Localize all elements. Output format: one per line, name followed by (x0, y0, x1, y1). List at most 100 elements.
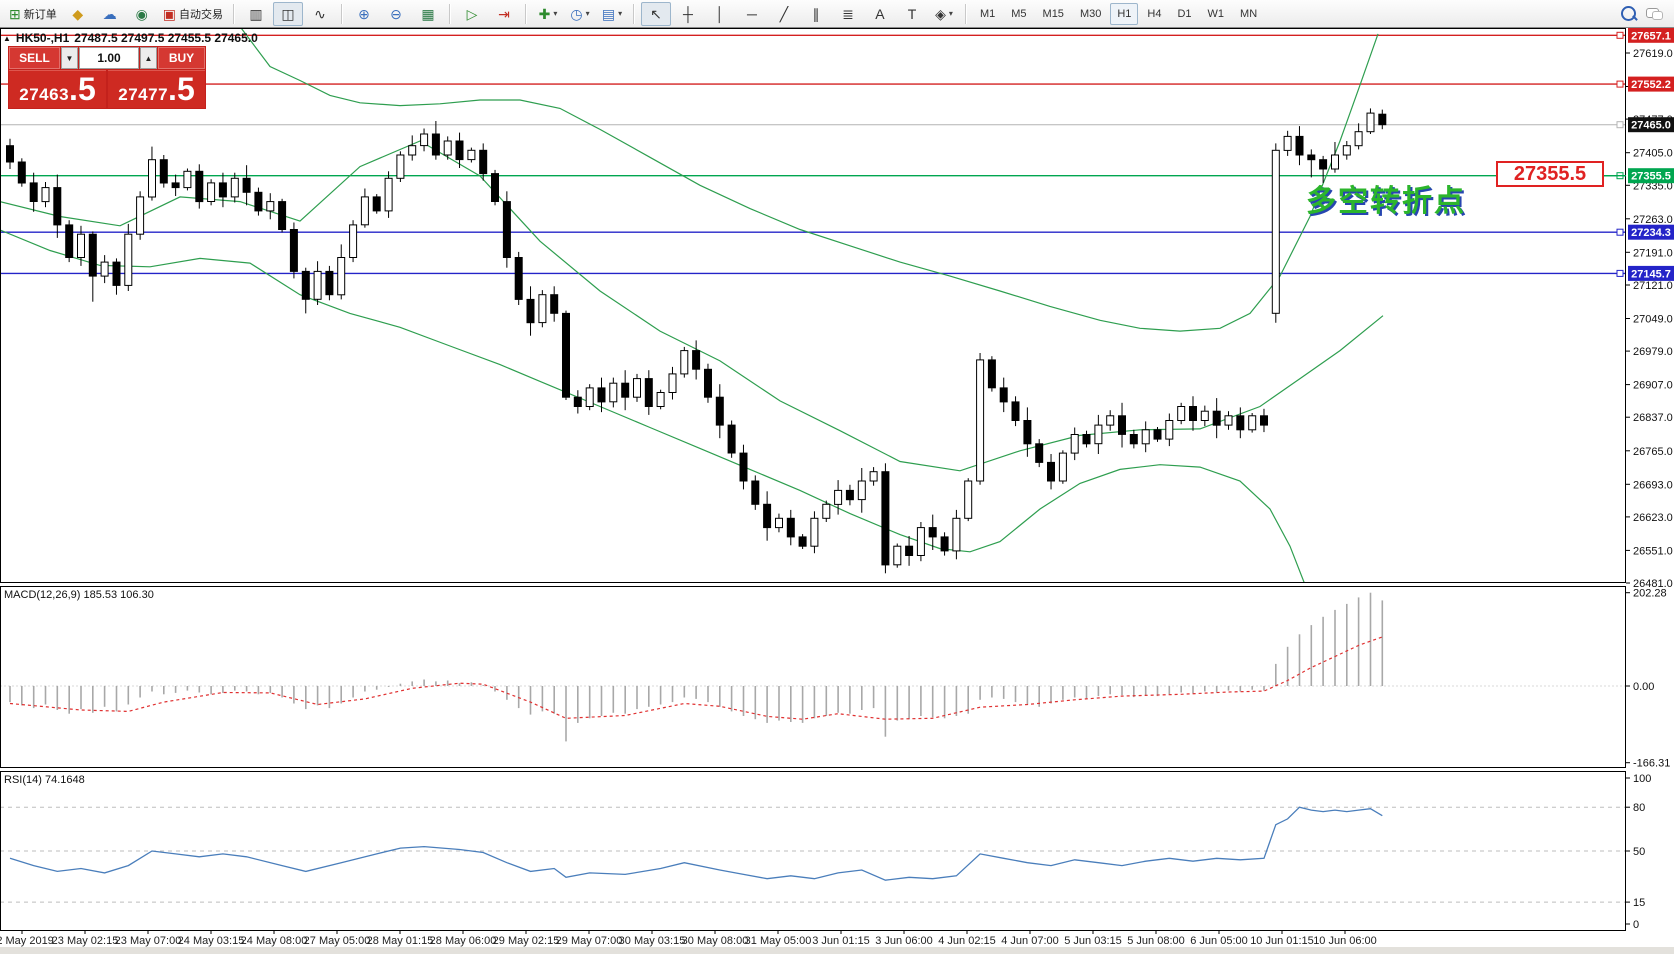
timeframe-m15[interactable]: M15 (1042, 7, 1064, 20)
volume-input[interactable] (79, 47, 139, 69)
volume-decrease-button[interactable]: ▼ (61, 47, 78, 69)
auto-trading-button[interactable]: ▣ 自动交易 (159, 2, 227, 26)
crosshair-button[interactable]: ┼ (673, 2, 703, 26)
svg-text:24 May 03:15: 24 May 03:15 (178, 935, 245, 947)
svg-text:28 May 06:00: 28 May 06:00 (430, 935, 497, 947)
svg-text:26551.0: 26551.0 (1633, 545, 1673, 557)
timeframe-d1[interactable]: D1 (1177, 7, 1192, 20)
arrows-dropdown-icon[interactable]: ▾ (948, 9, 953, 18)
toolbar-separator (448, 3, 451, 24)
zoom-out-button[interactable]: ⊖ (381, 2, 411, 26)
svg-text:27619.0: 27619.0 (1633, 48, 1673, 60)
fibonacci-button[interactable]: ≣ (833, 2, 863, 26)
toolbar-separator (340, 3, 343, 24)
timeframe-m1[interactable]: M1 (979, 7, 996, 20)
svg-text:27 May 05:00: 27 May 05:00 (304, 935, 371, 947)
svg-text:30 May 03:15: 30 May 03:15 (619, 935, 686, 947)
timeframe-mn[interactable]: MN (1240, 7, 1258, 20)
templates-button[interactable]: ▤ ▾ (597, 2, 627, 26)
bollinger-lower (1, 229, 1305, 582)
svg-text:26907.0: 26907.0 (1633, 380, 1673, 392)
indicators-dropdown-icon[interactable]: ▾ (553, 9, 558, 18)
templates-dropdown-icon[interactable]: ▾ (618, 9, 623, 18)
candlestick-button[interactable]: ◫ (272, 1, 303, 26)
new-order-label: 新订单 (23, 8, 57, 21)
bollinger-bands[interactable] (0, 20, 1384, 598)
market-watch-button[interactable]: ◆ (63, 2, 93, 26)
macd-pane[interactable]: 202.28 0.00 -166.31 (0, 586, 1670, 770)
bollinger-middle (1, 140, 1384, 472)
bar-chart-button[interactable]: ▥ (241, 2, 271, 26)
tile-windows-button[interactable]: ▦ (413, 2, 443, 26)
profiles-button[interactable]: ☁ (95, 2, 125, 26)
zoom-in-button[interactable]: ⊕ (349, 2, 379, 26)
svg-text:27657.1: 27657.1 (1631, 30, 1671, 42)
svg-text:6 Jun 05:00: 6 Jun 05:00 (1190, 935, 1248, 947)
svg-text:10 Jun 06:00: 10 Jun 06:00 (1313, 935, 1377, 947)
svg-text:27465.0: 27465.0 (1631, 120, 1671, 132)
buy-price-button[interactable]: 27477 .5 (108, 70, 205, 108)
timeframe-w1[interactable]: W1 (1207, 7, 1225, 20)
auto-scroll-button[interactable]: ▷ (457, 2, 487, 26)
chat-icon[interactable] (1646, 8, 1663, 20)
toolbar-separator (232, 3, 235, 24)
buy-price-fraction: .5 (168, 71, 195, 107)
arrows-button[interactable]: ◈ ▾ (929, 2, 959, 26)
fibonacci-icon: ≣ (842, 5, 854, 22)
horizontal-line-button[interactable]: ─ (737, 2, 767, 26)
trendline-button[interactable]: ╱ (769, 2, 799, 26)
timeframe-h1[interactable]: H1 (1110, 2, 1139, 25)
price-callout-box[interactable]: 27355.5 (1496, 161, 1604, 187)
chart-title: ▲ HK50-,H1 27487.5 27497.5 27455.5 27465… (3, 31, 258, 45)
svg-text:27335.0: 27335.0 (1633, 180, 1673, 192)
vertical-line-icon: │ (715, 5, 725, 22)
svg-text:0: 0 (1633, 919, 1639, 931)
line-chart-icon: ∿ (314, 5, 326, 22)
line-chart-button[interactable]: ∿ (305, 2, 335, 26)
signals-button[interactable]: ◉ (127, 2, 157, 26)
chart-shift-button[interactable]: ⇥ (489, 2, 519, 26)
arrows-icon: ◈ (935, 5, 946, 22)
timeframe-h4[interactable]: H4 (1147, 7, 1162, 20)
vertical-line-button[interactable]: │ (705, 2, 735, 26)
svg-text:26979.0: 26979.0 (1633, 346, 1673, 358)
text-tool-button[interactable]: A (865, 2, 895, 26)
auto-trading-icon: ▣ (162, 5, 176, 22)
text-tool-icon: A (875, 5, 885, 22)
indicators-button[interactable]: ✚ ▾ (533, 2, 563, 26)
svg-text:29 May 07:00: 29 May 07:00 (556, 935, 623, 947)
volume-increase-button[interactable]: ▲ (140, 47, 157, 69)
signals-icon: ◉ (135, 5, 148, 22)
sell-price-button[interactable]: 27463 .5 (9, 70, 106, 108)
bollinger-upper (241, 29, 1379, 332)
level-lines[interactable] (0, 34, 1626, 275)
rsi-line (9, 806, 1383, 881)
periods-button[interactable]: ◷ ▾ (565, 2, 595, 26)
periods-dropdown-icon[interactable]: ▾ (585, 9, 590, 18)
chart-expand-icon[interactable]: ▲ (3, 33, 11, 43)
label-tool-button[interactable]: T (897, 2, 927, 26)
price-badges: 27657.1 27552.2 27465.0 27355.5 27234.3 27145… (1616, 27, 1674, 281)
svg-text:23 May 02:15: 23 May 02:15 (52, 935, 119, 947)
equidistant-channel-icon: ∥ (812, 5, 820, 22)
svg-text:50: 50 (1633, 846, 1645, 858)
timeframe-m30[interactable]: M30 (1079, 7, 1102, 20)
toolbar-separator (632, 3, 635, 24)
equidistant-channel-button[interactable]: ∥ (801, 2, 831, 26)
sell-button[interactable]: SELL (9, 47, 60, 69)
window-bottom-strip (0, 947, 1674, 954)
toolbar-separator (524, 3, 527, 24)
candles[interactable] (6, 108, 1387, 574)
search-icon[interactable] (1621, 6, 1636, 21)
timeframe-m5[interactable]: M5 (1011, 7, 1027, 20)
svg-text:15: 15 (1633, 897, 1645, 909)
chart-shift-icon: ⇥ (498, 5, 510, 22)
buy-button[interactable]: BUY (158, 47, 205, 69)
new-order-button[interactable]: ⊞ 新订单 (5, 2, 61, 26)
cursor-button[interactable]: ↖ (640, 1, 671, 26)
chart-annotation-text[interactable]: 多空转折点 (1306, 185, 1466, 218)
rsi-pane[interactable]: 100 80 50 15 0 (0, 771, 1651, 932)
